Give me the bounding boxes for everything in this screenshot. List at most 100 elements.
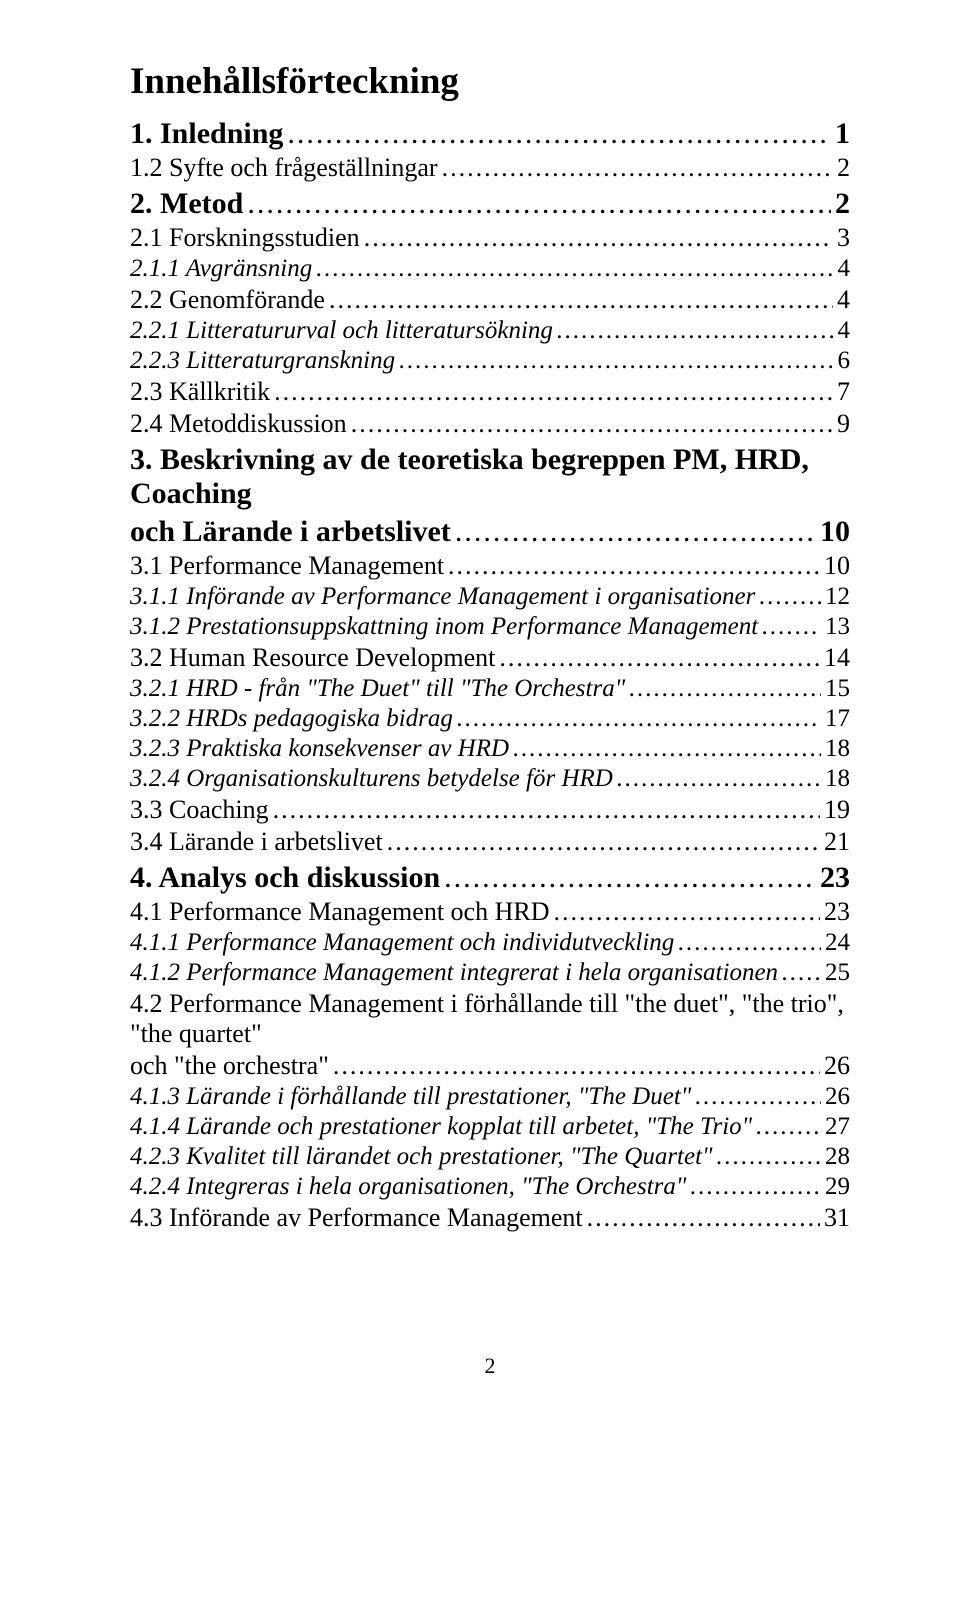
- toc-entry: 3.3 Coaching 19: [130, 795, 850, 825]
- toc-leader-dots: [247, 187, 831, 221]
- toc-page: 4: [838, 317, 851, 345]
- toc-entry: 3.2 Human Resource Development 14: [130, 643, 850, 673]
- toc-page: 26: [825, 1083, 850, 1111]
- toc-label: 3.4 Lärande i arbetslivet: [130, 827, 383, 857]
- toc-label: 2.2.1 Litteratururval och litteratursökn…: [130, 317, 553, 345]
- toc-leader-dots: [329, 285, 833, 315]
- toc-entry: 1.2 Syfte och frågeställningar 2: [130, 153, 850, 183]
- toc-leader-dots: [762, 613, 821, 641]
- toc-leader-dots: [287, 117, 831, 151]
- toc-entry: 3.2.4 Organisationskulturens betydelse f…: [130, 765, 850, 793]
- toc-label: 4.3 Införande av Performance Management: [130, 1203, 583, 1233]
- toc-page: 4: [837, 285, 850, 315]
- toc-leader-dots: [273, 795, 820, 825]
- page-number: 2: [130, 1353, 850, 1379]
- toc-page: 27: [825, 1113, 850, 1141]
- toc-label: 4.1.2 Performance Management integrerat …: [130, 959, 778, 987]
- toc-leader-dots: [457, 705, 821, 733]
- toc-page: 9: [837, 409, 850, 439]
- toc-leader-dots: [444, 861, 816, 895]
- toc-page: 25: [825, 959, 850, 987]
- toc-label: 3.1.1 Införande av Performance Managemen…: [130, 583, 755, 611]
- toc-page: 2: [835, 187, 850, 221]
- toc-entry: 2.2.3 Litteraturgranskning 6: [130, 347, 850, 375]
- toc-page: 2: [837, 153, 850, 183]
- toc-label: 2.1.1 Avgränsning: [130, 255, 312, 283]
- toc-label: 3.2.1 HRD - från "The Duet" till "The Or…: [130, 675, 625, 703]
- toc-label: 2.1 Forskningsstudien: [130, 223, 360, 253]
- toc-label: 2.2 Genomförande: [130, 285, 325, 315]
- toc-page: 3: [837, 223, 850, 253]
- toc-entry: 4.2.4 Integreras i hela organisationen, …: [130, 1173, 850, 1201]
- toc-entry: 2. Metod2: [130, 187, 850, 221]
- toc-page: 26: [824, 1051, 850, 1081]
- toc-leader-dots: [455, 515, 816, 549]
- toc-page: 10: [820, 515, 850, 549]
- toc-entry: 2.3 Källkritik7: [130, 377, 850, 407]
- toc-entry: 4.2.3 Kvalitet till lärandet och prestat…: [130, 1143, 850, 1171]
- toc-label: 3.1 Performance Management: [130, 551, 444, 581]
- toc-leader-dots: [678, 929, 821, 957]
- toc-leader-dots: [351, 409, 833, 439]
- toc-page: 17: [825, 705, 850, 733]
- toc-entry: 3.2.1 HRD - från "The Duet" till "The Or…: [130, 675, 850, 703]
- toc-leader-dots: [387, 827, 820, 857]
- toc-page: 29: [825, 1173, 850, 1201]
- toc-page: 7: [837, 377, 850, 407]
- toc-page: 6: [838, 347, 851, 375]
- toc-label: 3.2 Human Resource Development: [130, 643, 495, 673]
- toc-entry: 3.1.2 Prestationsuppskattning inom Perfo…: [130, 613, 850, 641]
- toc-label: 4.2.4 Integreras i hela organisationen, …: [130, 1173, 686, 1201]
- toc-entry: 3.1 Performance Management 10: [130, 551, 850, 581]
- toc-leader-dots: [553, 897, 820, 927]
- toc-entry: 4.1.4 Lärande och prestationer kopplat t…: [130, 1113, 850, 1141]
- toc-leader-dots: [333, 1051, 820, 1081]
- toc-page: 14: [824, 643, 850, 673]
- toc-label: 3.1.2 Prestationsuppskattning inom Perfo…: [130, 613, 758, 641]
- toc-entry: och "the orchestra" 26: [130, 1051, 850, 1081]
- toc-leader-dots: [399, 347, 833, 375]
- toc-label: 4.1.4 Lärande och prestationer kopplat t…: [130, 1113, 752, 1141]
- toc-page: 10: [824, 551, 850, 581]
- toc-entry: 3.2.2 HRDs pedagogiska bidrag 17: [130, 705, 850, 733]
- toc-leader-dots: [629, 675, 821, 703]
- toc-label: 1.2 Syfte och frågeställningar: [130, 153, 438, 183]
- toc-label: 3.2.2 HRDs pedagogiska bidrag: [130, 705, 453, 733]
- toc-entry: 4.1 Performance Management och HRD 23: [130, 897, 850, 927]
- toc-leader-dots: [557, 317, 834, 345]
- toc-label: 2.4 Metoddiskussion: [130, 409, 347, 439]
- toc-page: 1: [835, 117, 850, 151]
- toc-label: och "the orchestra": [130, 1051, 329, 1081]
- toc-leader-dots: [759, 583, 821, 611]
- toc-leader-dots: [448, 551, 820, 581]
- toc-page: 21: [824, 827, 850, 857]
- toc-page: 12: [825, 583, 850, 611]
- toc-leader-dots: [617, 765, 821, 793]
- toc-page: 31: [824, 1203, 850, 1233]
- toc-label: 2.2.3 Litteraturgranskning: [130, 347, 395, 375]
- toc-entry-wrap-head: 3. Beskrivning av de teoretiska begreppe…: [130, 443, 850, 511]
- toc-leader-dots: [364, 223, 833, 253]
- toc-entry: 3.2.3 Praktiska konsekvenser av HRD 18: [130, 735, 850, 763]
- toc-page: 23: [824, 897, 850, 927]
- toc-label: 3.3 Coaching: [130, 795, 269, 825]
- toc-entry: 4.1.1 Performance Management och individ…: [130, 929, 850, 957]
- toc-page: 19: [824, 795, 850, 825]
- toc-leader-dots: [499, 643, 820, 673]
- toc-entry: 4.1.3 Lärande i förhållande till prestat…: [130, 1083, 850, 1111]
- toc-leader-dots: [717, 1143, 821, 1171]
- toc-leader-dots: [274, 377, 833, 407]
- toc-leader-dots: [316, 255, 833, 283]
- toc-entry: 2.2 Genomförande 4: [130, 285, 850, 315]
- toc-entry-wrap-head: 4.2 Performance Management i förhållande…: [130, 989, 850, 1049]
- toc-entry: 4.3 Införande av Performance Management 3…: [130, 1203, 850, 1233]
- toc-entry: 4. Analys och diskussion23: [130, 861, 850, 895]
- toc-label: 3.2.3 Praktiska konsekvenser av HRD: [130, 735, 509, 763]
- toc-label: 4.1 Performance Management och HRD: [130, 897, 549, 927]
- toc-page: 4: [838, 255, 851, 283]
- toc-page: 15: [825, 675, 850, 703]
- toc-leader-dots: [695, 1083, 821, 1111]
- toc-page: 18: [825, 735, 850, 763]
- toc-entry: 4.1.2 Performance Management integrerat …: [130, 959, 850, 987]
- toc-leader-dots: [587, 1203, 820, 1233]
